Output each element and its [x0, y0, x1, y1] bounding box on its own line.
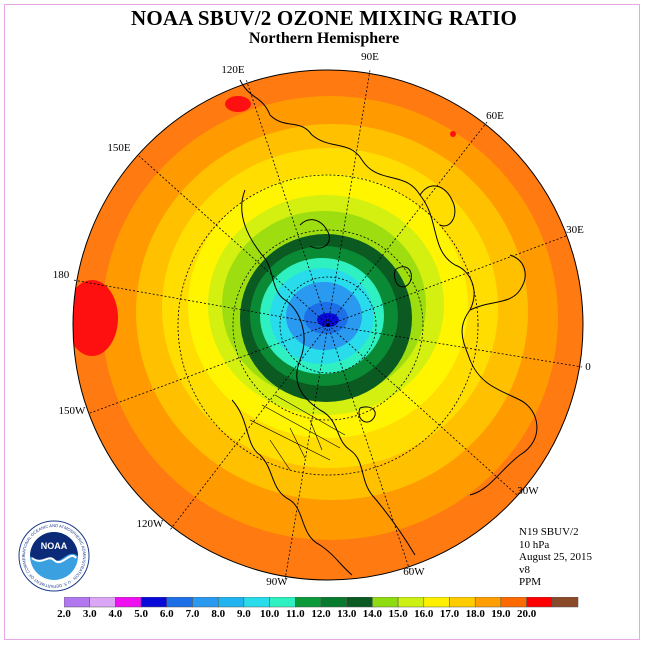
political-boundaries	[249, 394, 346, 471]
ozone-maximum-west	[73, 280, 118, 356]
ozone-maximum-north	[225, 96, 251, 112]
colorbar-swatch	[140, 597, 168, 608]
figure-frame	[4, 4, 640, 640]
map-title: NOAA SBUV/2 OZONE MIXING RATIO	[131, 6, 517, 30]
colorbar-swatch	[243, 597, 270, 608]
lon-label-30w: 30W	[517, 485, 539, 497]
colorbar-swatch	[89, 597, 116, 608]
colorbar-swatch	[346, 597, 373, 608]
colorbar-tick-label: 13.0	[337, 608, 357, 620]
colorbar-tick-label: 16.0	[414, 608, 434, 620]
colorbar-tick-label: 2.0	[57, 608, 71, 620]
info-version: v8	[519, 563, 530, 576]
colorbar-tick-label: 11.0	[285, 608, 305, 620]
colorbar-swatch	[166, 597, 193, 608]
lon-label-30e: 30E	[566, 224, 584, 236]
colorbar-tick-label: 6.0	[159, 608, 174, 620]
info-instrument: N19 SBUV/2	[519, 526, 579, 538]
lon-label-90w: 90W	[266, 576, 288, 588]
colorbar-tick-label: 19.0	[491, 608, 511, 620]
lon-label-150w: 150W	[58, 405, 86, 417]
colorbar-tick-label: 10.0	[259, 608, 280, 620]
lon-label-180: 180	[52, 269, 70, 281]
colorbar-swatch	[449, 597, 476, 608]
colorbar-tick-label: 8.0	[211, 608, 226, 620]
colorbar-swatch	[217, 597, 245, 608]
colorbar-swatch	[115, 597, 142, 608]
lon-label-0: 0	[585, 361, 591, 373]
colorbar-swatch	[526, 597, 553, 608]
lon-label-120e: 120E	[221, 64, 245, 76]
info-block: N19 SBUV/2 10 hPa August 25, 2015 v8 PPM	[519, 526, 592, 589]
lon-label-120w: 120W	[136, 518, 164, 530]
colorbar-tick-label: 7.0	[185, 608, 200, 620]
colorbar-tick-label: 12.0	[311, 608, 331, 620]
colorbar-swatch	[64, 597, 90, 608]
info-units: PPM	[519, 576, 542, 588]
colorbar-swatch	[552, 597, 579, 608]
colorbar-tick-label: 20.0	[516, 608, 537, 620]
colorbar-swatch	[269, 597, 296, 608]
colorbar-swatch	[423, 597, 450, 608]
colorbar-swatch	[474, 597, 502, 608]
colorbar-tick-label: 18.0	[465, 608, 485, 620]
graticule	[72, 69, 583, 581]
colorbar-swatch	[397, 597, 425, 608]
info-date: August 25, 2015	[519, 551, 593, 563]
colorbar-swatch	[372, 597, 399, 608]
colorbar-tick-label: 15.0	[388, 608, 408, 620]
colorbar-swatch	[500, 597, 527, 608]
colorbar-tick-label: 4.0	[108, 608, 123, 620]
noaa-logo: NOAA NATIONAL OCEANIC AND ATMOSPHERIC AD…	[18, 520, 90, 592]
noaa-logo-text: NOAA	[41, 541, 68, 551]
colorbar-swatch	[320, 597, 347, 608]
info-pressure: 10 hPa	[519, 538, 550, 551]
ozone-contours	[73, 70, 583, 580]
map-subtitle: Northern Hemisphere	[248, 30, 400, 47]
colorbar-tick-label: 14.0	[362, 608, 383, 620]
colorbar-swatch	[295, 597, 322, 608]
colorbar-tick-label: 17.0	[439, 608, 460, 620]
coastlines	[231, 79, 538, 576]
colorbar-tick-label: 5.0	[134, 608, 148, 620]
colorbar	[64, 597, 579, 608]
map-boundary	[72, 69, 584, 581]
colorbar-tick-label: 9.0	[237, 608, 251, 620]
lon-label-150e: 150E	[107, 142, 131, 154]
lon-label-60w: 60W	[403, 566, 425, 578]
colorbar-swatch	[192, 597, 219, 608]
colorbar-tick-label: 3.0	[82, 608, 97, 620]
lon-label-90e: 90E	[361, 51, 379, 63]
lon-label-60e: 60E	[486, 110, 504, 122]
